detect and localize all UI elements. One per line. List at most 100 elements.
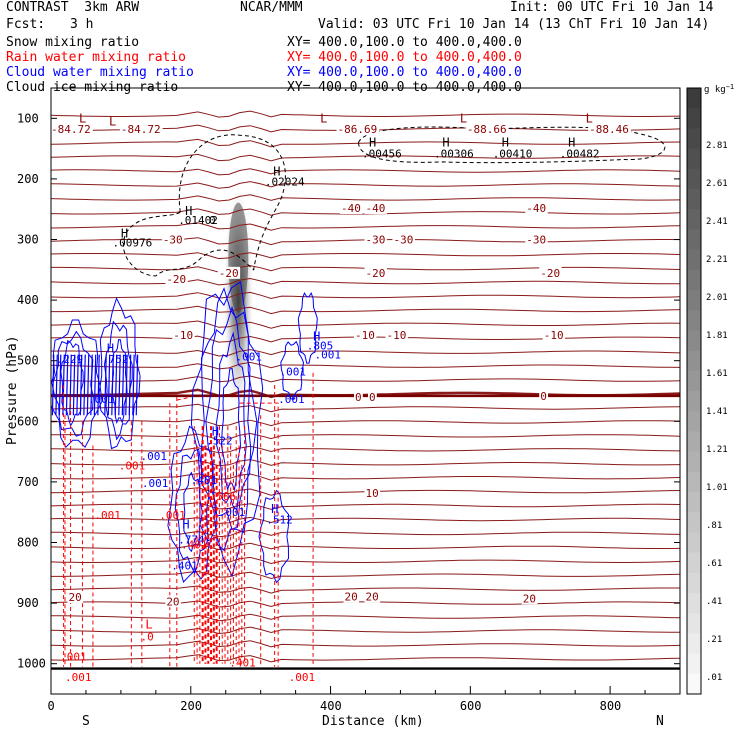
cloud-water-label: .774 — [178, 533, 205, 546]
colorbar-segment — [687, 290, 701, 311]
colorbar-segment — [687, 492, 701, 513]
temperature-label: 20 — [523, 592, 536, 605]
forecast-label: Fcst: — [6, 17, 46, 32]
cloud-water-contour — [97, 354, 100, 416]
cloud-water-label: .001 — [219, 506, 246, 519]
colorbar-tick-label: .01 — [706, 673, 722, 683]
cloud-water-contour — [55, 354, 58, 416]
temperature-label-bg — [364, 590, 381, 603]
colorbar-tick-label: 2.21 — [706, 255, 728, 265]
cloud-water-label: .752 — [102, 353, 129, 366]
rain-label: .001 — [65, 671, 92, 684]
rain-label: .001 — [119, 460, 146, 473]
cloud-water-contour — [79, 354, 83, 416]
isotherm-line — [51, 570, 680, 580]
cloud-water-label: .522 — [206, 435, 233, 448]
isotherm-line — [51, 529, 680, 538]
temperature-label: 20 — [345, 590, 358, 603]
isotherm-line — [51, 349, 680, 357]
temperature-label: 20 — [68, 591, 81, 604]
colorbar-segment — [687, 451, 701, 473]
legend-cloud-water-label: Cloud water mixing ratio — [6, 65, 194, 80]
rain-label: .001 — [159, 509, 186, 522]
temperature-label: -30 — [526, 234, 546, 247]
rain-label: .506 — [210, 490, 237, 503]
colorbar-segment — [687, 572, 701, 594]
temperature-label-bg — [364, 486, 381, 499]
y-tick-label: 500 — [17, 354, 39, 368]
colorbar-segment — [687, 653, 701, 675]
temperature-label: -30 — [366, 234, 386, 247]
extremum-marker: H — [273, 165, 280, 179]
temperature-label: 20 — [366, 590, 379, 603]
colorbar-segment — [687, 209, 701, 230]
isotherm-line — [51, 403, 680, 413]
temperature-label-bg — [172, 329, 195, 342]
temperature-label-bg — [588, 123, 631, 136]
cloud-water-contour — [111, 354, 114, 416]
extremum-marker: L — [79, 111, 86, 125]
temperature-label: -20 — [166, 273, 186, 286]
legend-rain-label: Rain water mixing ratio — [6, 50, 187, 65]
colorbar-tick-label: 1.61 — [706, 369, 728, 379]
temperature-label-bg — [539, 389, 549, 402]
colorbar-segment — [687, 370, 701, 392]
extremum-marker: H — [313, 329, 320, 343]
temperature-label-bg — [119, 123, 163, 136]
isotherm-line — [51, 418, 680, 427]
colorbar-segment — [687, 552, 701, 574]
cloud-water-label: .001 — [314, 349, 341, 362]
colorbar-segment — [687, 391, 701, 412]
temperature-label-bg — [465, 123, 509, 136]
y-tick-label: 200 — [17, 172, 39, 186]
cloud-water-label: .001 — [142, 477, 169, 490]
temperature-label-bg — [165, 272, 188, 285]
isotherm-line — [51, 516, 680, 524]
isotherm-line — [51, 320, 680, 329]
temperature-label: -86.69 — [338, 123, 378, 136]
temperature-label-bg — [364, 201, 387, 214]
extremum-marker: L — [109, 114, 116, 128]
cloud-water-contour — [72, 354, 76, 416]
isotherm-line — [51, 222, 680, 231]
colorbar-segment — [687, 310, 701, 331]
colorbar-tick-label: 2.81 — [706, 141, 728, 151]
x-start-label: S — [82, 714, 90, 729]
cloud-water-contour — [51, 319, 103, 449]
colorbar-tick-label: .41 — [706, 597, 722, 607]
colorbar-frame — [686, 87, 702, 695]
ice-contour-label: .00306 — [434, 147, 474, 160]
colorbar-segment — [687, 471, 701, 493]
isotherm-line — [51, 654, 680, 663]
extremum-marker: H — [369, 136, 376, 150]
extremum-marker: H — [271, 502, 278, 516]
temperature-label: -88.46 — [589, 123, 629, 136]
cloud-ice-contour — [122, 134, 286, 277]
temperature-label-bg — [367, 391, 377, 404]
cloud-water-contour — [51, 330, 94, 437]
colorbar-segment — [687, 189, 701, 210]
temperature-label-bg — [217, 266, 241, 279]
cloud-water-label: .001 — [278, 393, 305, 406]
cloud-water-contour — [107, 354, 111, 416]
colorbar-tick-label: 1.21 — [706, 445, 728, 455]
ice-contour-label: .00410 — [493, 147, 533, 160]
y-tick-label: 700 — [17, 475, 39, 489]
isotherm-line — [51, 556, 680, 565]
isotherm-line — [51, 138, 680, 148]
extremum-marker: H — [121, 226, 128, 240]
cloud-water-contour — [58, 354, 62, 416]
ice-contour-label: .00976 — [113, 237, 153, 250]
colorbar-segment — [687, 88, 701, 109]
cloud-water-contour — [121, 354, 125, 416]
legend-cloud-water-xy: XY= 400.0,100.0 to 400.0,400.0 — [287, 65, 522, 80]
isotherm-line — [51, 305, 680, 315]
init-time: Init: 00 UTC Fri 10 Jan 14 — [510, 0, 714, 15]
ice-contour-label: 0 — [209, 214, 216, 227]
colorbar-segment — [687, 431, 701, 453]
temperature-label-bg — [354, 391, 363, 404]
cloud-water-contour — [83, 354, 86, 416]
cloud-water-label: .401 — [171, 560, 198, 573]
temperature-label-bg — [539, 266, 562, 279]
